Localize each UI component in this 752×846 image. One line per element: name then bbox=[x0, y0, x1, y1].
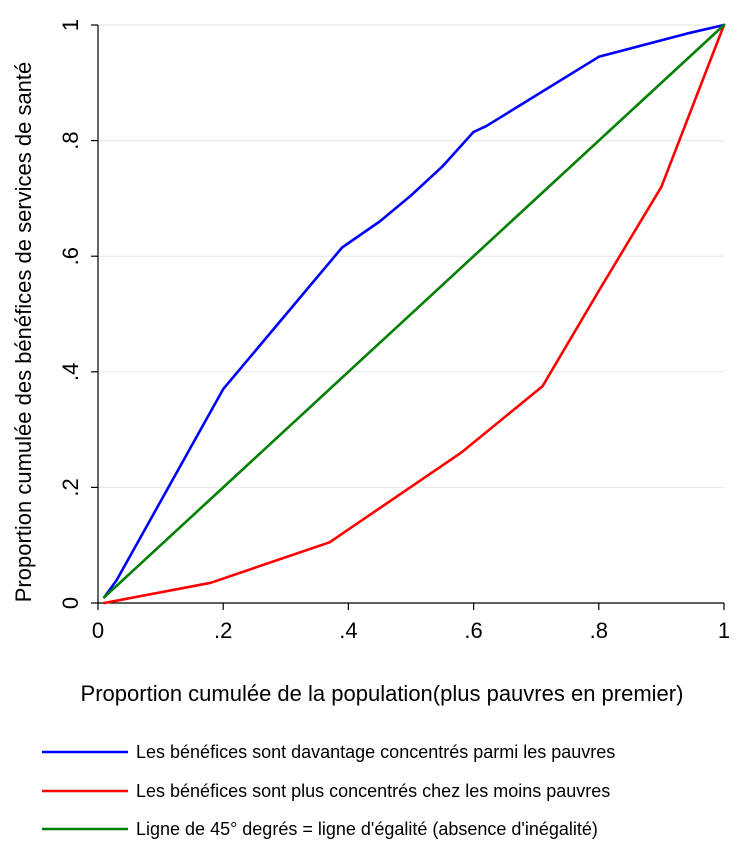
y-tick-label-5: 1 bbox=[58, 19, 83, 31]
series-0-point-10 bbox=[685, 32, 688, 35]
series-layer bbox=[103, 23, 726, 605]
legend-label-0: Les bénéfices sont davantage concentrés … bbox=[136, 742, 615, 762]
series-2-point-1 bbox=[722, 23, 726, 27]
series-0-point-8 bbox=[484, 124, 488, 128]
y-tick-label-1: .2 bbox=[58, 478, 83, 496]
x-tick-label-4: .8 bbox=[590, 618, 608, 643]
series-2-point-0 bbox=[103, 596, 106, 599]
series-0-point-1 bbox=[115, 578, 118, 582]
series-0-point-4 bbox=[378, 220, 381, 223]
x-tick-label-2: .4 bbox=[339, 618, 357, 643]
series-0-point-3 bbox=[340, 246, 344, 249]
series-0-point-6 bbox=[441, 165, 444, 168]
series-0-point-2 bbox=[222, 387, 225, 391]
series-1-point-1 bbox=[209, 581, 212, 584]
legend-item-0: Les bénéfices sont davantage concentrés … bbox=[42, 742, 615, 762]
axes: 0 .2 .4 .6 .8 1 0 .2 .4 .6 .8 1 bbox=[58, 19, 730, 643]
x-tick-label-3: .6 bbox=[464, 618, 482, 643]
legend-item-1: Les bénéfices sont plus concentrés chez … bbox=[42, 781, 610, 801]
y-axis-label: Proportion cumulée des bénéfices de serv… bbox=[11, 62, 36, 603]
series-2 bbox=[103, 23, 726, 599]
legend-label-2: Ligne de 45° degrés = ligne d'égalité (a… bbox=[136, 819, 598, 839]
series-line-1 bbox=[103, 23, 726, 605]
y-tick-label-0: 0 bbox=[58, 597, 83, 609]
x-tick-label-1: .2 bbox=[214, 618, 232, 643]
x-tick-label-5: 1 bbox=[718, 618, 730, 643]
y-tick-label-4: .8 bbox=[58, 131, 83, 149]
y-tick-label-3: .6 bbox=[58, 247, 83, 265]
series-1-point-4 bbox=[541, 385, 544, 388]
series-1-point-5 bbox=[597, 289, 600, 293]
series-1-point-3 bbox=[459, 451, 463, 454]
gridlines bbox=[98, 24, 724, 488]
legend-item-2: Ligne de 45° degrés = ligne d'égalité (a… bbox=[42, 819, 598, 839]
series-1 bbox=[103, 23, 726, 605]
series-line-2 bbox=[103, 23, 726, 599]
series-1-point-0 bbox=[103, 601, 106, 605]
legend: Les bénéfices sont davantage concentrés … bbox=[42, 742, 615, 839]
legend-label-1: Les bénéfices sont plus concentrés chez … bbox=[136, 781, 610, 801]
y-tick-label-2: .4 bbox=[58, 363, 83, 381]
series-0-point-5 bbox=[409, 194, 413, 197]
series-0-point-9 bbox=[597, 55, 600, 58]
series-1-point-6 bbox=[660, 185, 663, 189]
series-1-point-2 bbox=[328, 541, 331, 544]
series-line-0 bbox=[103, 23, 726, 599]
x-tick-label-0: 0 bbox=[92, 618, 104, 643]
series-0-point-7 bbox=[472, 130, 475, 134]
x-axis-label: Proportion cumulée de la population(plus… bbox=[81, 681, 684, 706]
